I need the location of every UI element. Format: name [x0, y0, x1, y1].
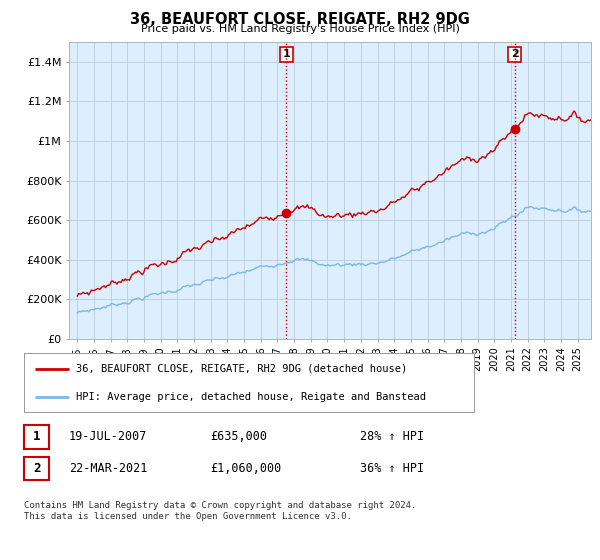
Text: £635,000: £635,000 [210, 430, 267, 444]
Text: Price paid vs. HM Land Registry's House Price Index (HPI): Price paid vs. HM Land Registry's House … [140, 24, 460, 34]
Text: 2: 2 [511, 49, 518, 59]
Text: Contains HM Land Registry data © Crown copyright and database right 2024.
This d: Contains HM Land Registry data © Crown c… [24, 501, 416, 521]
Text: 28% ↑ HPI: 28% ↑ HPI [360, 430, 424, 444]
Text: 36, BEAUFORT CLOSE, REIGATE, RH2 9DG (detached house): 36, BEAUFORT CLOSE, REIGATE, RH2 9DG (de… [76, 363, 407, 374]
Text: 36% ↑ HPI: 36% ↑ HPI [360, 462, 424, 475]
Text: 36, BEAUFORT CLOSE, REIGATE, RH2 9DG: 36, BEAUFORT CLOSE, REIGATE, RH2 9DG [130, 12, 470, 27]
Text: 1: 1 [33, 430, 40, 444]
Text: 19-JUL-2007: 19-JUL-2007 [69, 430, 148, 444]
Text: 22-MAR-2021: 22-MAR-2021 [69, 462, 148, 475]
Text: 1: 1 [283, 49, 290, 59]
Text: £1,060,000: £1,060,000 [210, 462, 281, 475]
Text: 2: 2 [33, 462, 40, 475]
Text: HPI: Average price, detached house, Reigate and Banstead: HPI: Average price, detached house, Reig… [76, 392, 426, 402]
